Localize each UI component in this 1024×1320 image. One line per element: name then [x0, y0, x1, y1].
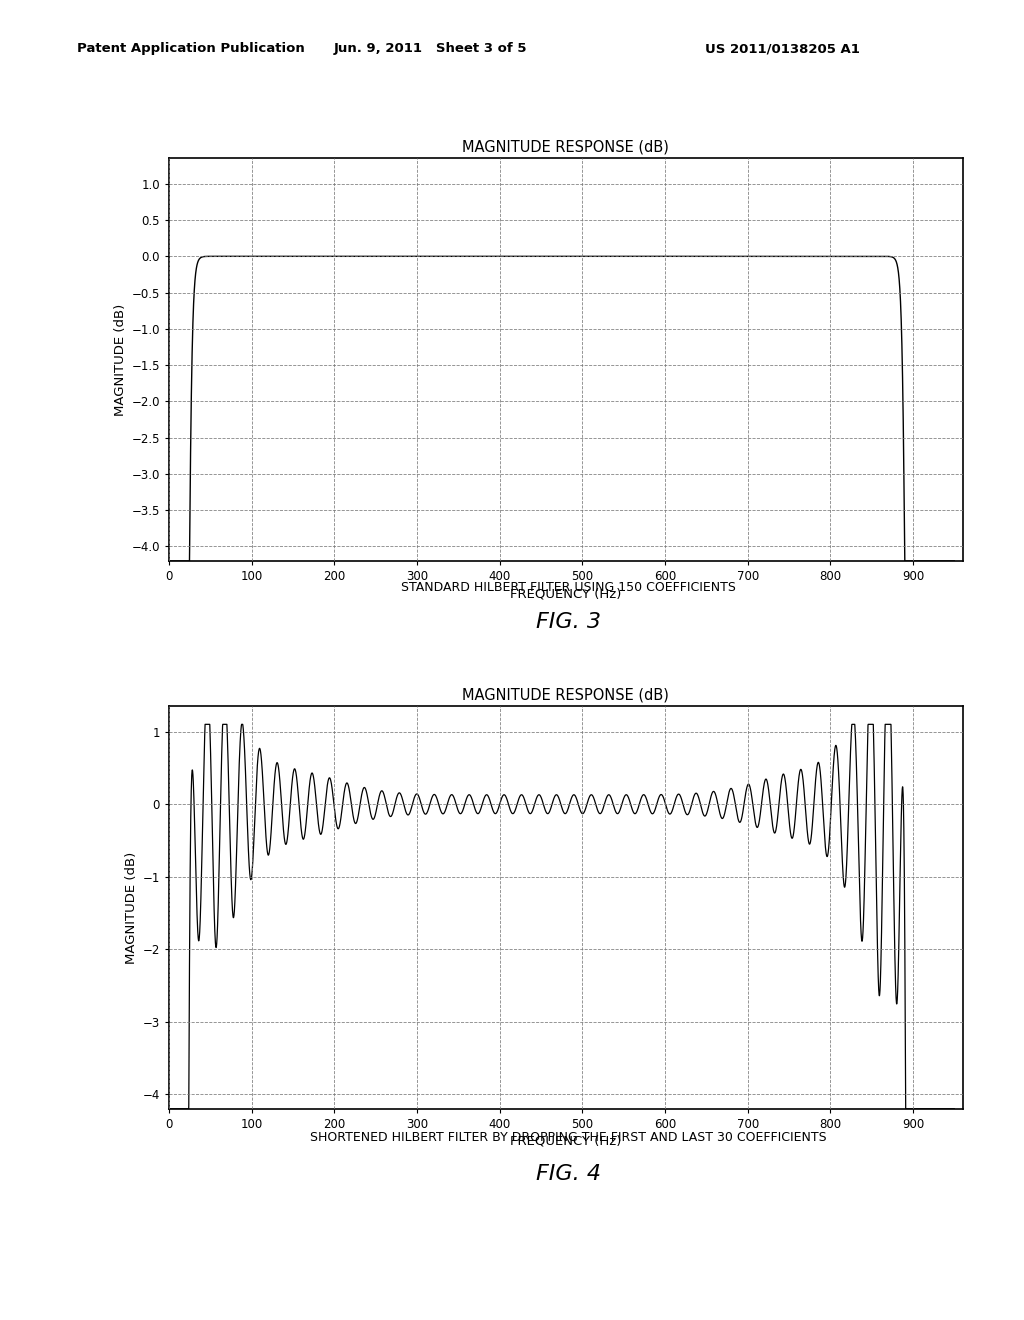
Text: US 2011/0138205 A1: US 2011/0138205 A1	[706, 42, 860, 55]
Text: Jun. 9, 2011   Sheet 3 of 5: Jun. 9, 2011 Sheet 3 of 5	[334, 42, 526, 55]
Y-axis label: MAGNITUDE (dB): MAGNITUDE (dB)	[115, 304, 127, 416]
Title: MAGNITUDE RESPONSE (dB): MAGNITUDE RESPONSE (dB)	[462, 688, 670, 702]
Text: FIG. 4: FIG. 4	[536, 1164, 601, 1184]
Y-axis label: MAGNITUDE (dB): MAGNITUDE (dB)	[125, 851, 138, 964]
X-axis label: FREQUENCY (Hz): FREQUENCY (Hz)	[510, 587, 622, 601]
X-axis label: FREQUENCY (Hz): FREQUENCY (Hz)	[510, 1135, 622, 1148]
Text: SHORTENED HILBERT FILTER BY DROPPING THE FIRST AND LAST 30 COEFFICIENTS: SHORTENED HILBERT FILTER BY DROPPING THE…	[310, 1131, 826, 1144]
Title: MAGNITUDE RESPONSE (dB): MAGNITUDE RESPONSE (dB)	[462, 140, 670, 154]
Text: STANDARD HILBERT FILTER USING 150 COEFFICIENTS: STANDARD HILBERT FILTER USING 150 COEFFI…	[400, 581, 736, 594]
Text: Patent Application Publication: Patent Application Publication	[77, 42, 304, 55]
Text: FIG. 3: FIG. 3	[536, 612, 601, 632]
